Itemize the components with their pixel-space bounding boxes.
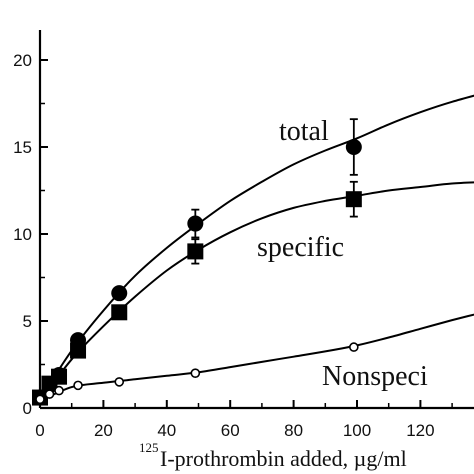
x-tick-label: 60 bbox=[221, 421, 240, 440]
y-tick-label: 15 bbox=[13, 138, 32, 157]
y-tick-label: 10 bbox=[13, 225, 32, 244]
point-total bbox=[187, 215, 204, 232]
x-tick-label: 80 bbox=[284, 421, 303, 440]
series-label-total: total bbox=[279, 116, 329, 147]
y-tick-label: 20 bbox=[13, 51, 32, 70]
x-tick-label: 0 bbox=[35, 421, 44, 440]
curve-nonspecific bbox=[39, 313, 474, 402]
series-label-specific: specific bbox=[257, 232, 344, 263]
point-specific bbox=[70, 342, 87, 359]
point-nonspecific bbox=[349, 342, 359, 352]
point-specific bbox=[51, 368, 68, 385]
point-nonspecific bbox=[73, 380, 83, 391]
y-tick-label: 0 bbox=[23, 399, 32, 418]
point-total bbox=[345, 139, 362, 155]
point-total bbox=[111, 285, 128, 302]
point-nonspecific bbox=[54, 385, 64, 396]
x-axis-title-superscript: 125 bbox=[139, 440, 159, 455]
point-specific bbox=[187, 243, 204, 260]
point-nonspecific bbox=[35, 394, 45, 405]
curve-total bbox=[39, 94, 474, 400]
x-tick-label: 20 bbox=[94, 421, 113, 440]
point-nonspecific bbox=[44, 389, 55, 399]
y-tick-label: 5 bbox=[23, 312, 32, 331]
point-nonspecific bbox=[114, 377, 125, 387]
x-tick-label: 100 bbox=[343, 421, 371, 440]
point-specific bbox=[111, 304, 128, 321]
x-tick-label: 120 bbox=[406, 421, 434, 440]
series-label-nonspecific: Nonspeci bbox=[322, 361, 428, 392]
x-tick-label: 40 bbox=[157, 421, 176, 440]
x-axis-title: I-prothrombin added, µg/ml bbox=[160, 446, 407, 471]
markers bbox=[32, 118, 362, 406]
point-specific bbox=[345, 191, 362, 208]
axes: 0 5 10 15 20 0 20 40 60 80 100 120 bbox=[13, 30, 474, 440]
point-nonspecific bbox=[190, 368, 201, 379]
